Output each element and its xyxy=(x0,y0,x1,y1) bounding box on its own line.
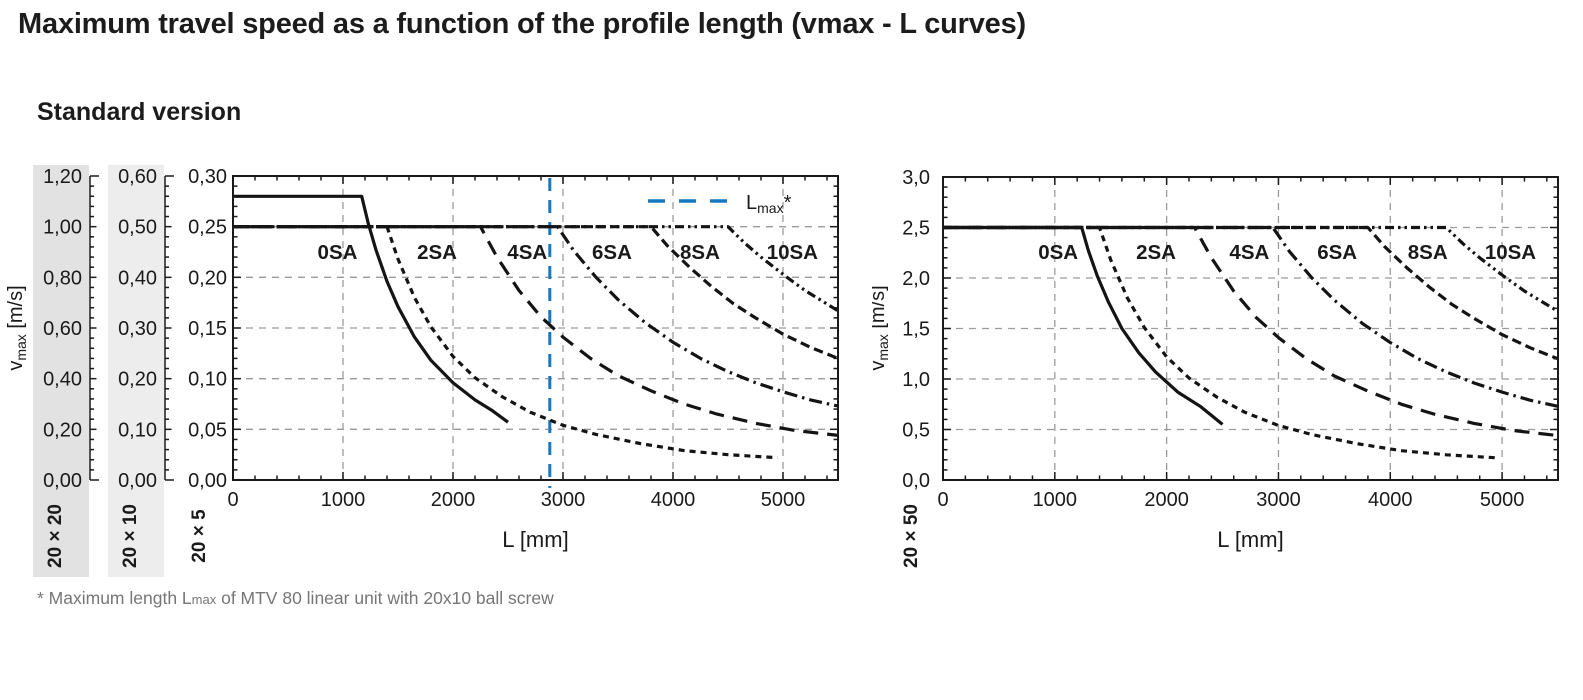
ytick-label-20 × 20: 1,00 xyxy=(43,217,82,239)
xtick-label: 4000 xyxy=(1368,489,1413,511)
ytick-label-20 × 5: 0,25 xyxy=(188,217,227,239)
ytick-label-20 × 50: 2,5 xyxy=(902,218,930,240)
ytick-label-20 × 10: 0,30 xyxy=(118,318,157,340)
scale-strip-0 xyxy=(33,165,89,577)
ytick-label-20 × 5: 0,00 xyxy=(188,470,227,492)
ytick-label-20 × 10: 0,10 xyxy=(118,419,157,441)
ytick-label-20 × 20: 1,20 xyxy=(43,166,82,188)
ytick-label-20 × 10: 0,00 xyxy=(118,470,157,492)
xtick-label: 2000 xyxy=(1144,489,1189,511)
curve-2SA xyxy=(233,225,778,460)
xtick-label: 5000 xyxy=(1480,489,1525,511)
curve-label-10SA: 10SA xyxy=(1485,241,1536,264)
ytick-label-20 × 5: 0,05 xyxy=(188,419,227,441)
curve-6SA xyxy=(943,225,1559,408)
footnote-text: * Maximum length L xyxy=(37,588,192,608)
scale-strip-1 xyxy=(108,165,164,577)
x-axis-title: L [mm] xyxy=(502,527,568,552)
ytick-label-20 × 50: 1,5 xyxy=(902,319,930,341)
curve-10SA xyxy=(233,225,839,313)
xtick-label: 4000 xyxy=(651,489,696,511)
footnote: * Maximum length Lmax of MTV 80 linear u… xyxy=(37,588,554,609)
x-axis-title: L [mm] xyxy=(1217,527,1283,552)
ytick-label-20 × 10: 0,60 xyxy=(118,166,157,188)
xtick-label: 0 xyxy=(227,489,238,511)
curve-label-4SA: 4SA xyxy=(507,241,547,264)
ytick-label-20 × 20: 0,40 xyxy=(43,369,82,391)
ytick-label-20 × 50: 2,0 xyxy=(902,268,930,290)
curve-6SA xyxy=(233,225,839,408)
scale-name-20 × 20: 20 × 20 xyxy=(45,504,66,568)
xtick-label: 0 xyxy=(937,489,948,511)
legend-lmax-label: Lmax* xyxy=(746,192,792,216)
gridlines xyxy=(233,176,838,480)
ytick-label-20 × 20: 0,60 xyxy=(43,318,82,340)
ytick-label-20 × 5: 0,20 xyxy=(188,267,227,289)
ytick-label-20 × 10: 0,20 xyxy=(118,369,157,391)
y-axis-title: vmax [m/s] xyxy=(872,285,891,370)
curve-label-4SA: 4SA xyxy=(1229,241,1269,264)
curve-label-0SA: 0SA xyxy=(318,241,358,264)
curve-0SA xyxy=(943,225,1224,426)
ytick-label-20 × 20: 0,80 xyxy=(43,267,82,289)
xtick-label: 1000 xyxy=(321,489,366,511)
vmax-l-chart-right: 3,0 2,5 2,0 1,5 1,0 0,5 0,0 20 × 50 0 1000 2000 300… xyxy=(872,167,1559,568)
vmax-l-chart-left: 1,20 1,00 0,80 0,60 0,40 0,20 0,00 20 × 20 0,60 0… xyxy=(5,165,839,577)
gridlines xyxy=(943,177,1558,480)
curve-label-2SA: 2SA xyxy=(417,241,457,264)
scale-name-20 × 5: 20 × 5 xyxy=(189,509,210,563)
ytick-label-20 × 20: 0,00 xyxy=(43,470,82,492)
curve-label-6SA: 6SA xyxy=(1317,241,1357,264)
curve-label-8SA: 8SA xyxy=(1408,241,1448,264)
curve-4SA xyxy=(233,225,839,437)
curve-8SA xyxy=(943,225,1559,361)
curve-label-2SA: 2SA xyxy=(1136,241,1176,264)
ytick-label-20 × 5: 0,10 xyxy=(188,369,227,391)
xtick-label: 2000 xyxy=(431,489,476,511)
curve-label-0SA: 0SA xyxy=(1038,241,1078,264)
xtick-label: 3000 xyxy=(541,489,586,511)
ytick-label-20 × 10: 0,40 xyxy=(118,267,157,289)
curve-label-8SA: 8SA xyxy=(680,241,720,264)
mini-axis-20 × 20 xyxy=(89,175,99,481)
ytick-label-20 × 50: 1,0 xyxy=(902,369,930,391)
mini-axis-20 × 10 xyxy=(164,175,174,481)
curve-4SA xyxy=(943,225,1559,438)
curve-label-10SA: 10SA xyxy=(767,241,818,264)
curve-label-6SA: 6SA xyxy=(592,241,632,264)
frame-ticks xyxy=(943,177,1558,480)
curve-2SA xyxy=(943,225,1497,460)
footnote-subscript: max xyxy=(191,592,217,607)
scale-name-20 × 10: 20 × 10 xyxy=(120,504,141,568)
ytick-label-20 × 20: 0,20 xyxy=(43,419,82,441)
ytick-label-20 × 50: 0,5 xyxy=(902,420,930,442)
page-title: Maximum travel speed as a function of th… xyxy=(18,8,1026,40)
curve-0SA xyxy=(233,194,509,424)
footnote-text-2: of MTV 80 linear unit with 20x10 ball sc… xyxy=(216,588,554,608)
ytick-label-20 × 10: 0,50 xyxy=(118,217,157,239)
ytick-label-20 × 50: 0,0 xyxy=(902,470,930,492)
xtick-label: 3000 xyxy=(1256,489,1301,511)
scale-name-20 × 50: 20 × 50 xyxy=(901,504,922,568)
section-title: Standard version xyxy=(37,98,242,126)
ytick-label-20 × 5: 0,15 xyxy=(188,318,227,340)
xtick-label: 1000 xyxy=(1033,489,1078,511)
frame-ticks xyxy=(233,176,838,480)
curve-10SA xyxy=(943,225,1559,313)
ytick-label-20 × 50: 3,0 xyxy=(902,167,930,189)
ytick-label-20 × 5: 0,30 xyxy=(188,166,227,188)
xtick-label: 5000 xyxy=(761,489,806,511)
y-axis-title: vmax [m/s] xyxy=(5,285,29,370)
